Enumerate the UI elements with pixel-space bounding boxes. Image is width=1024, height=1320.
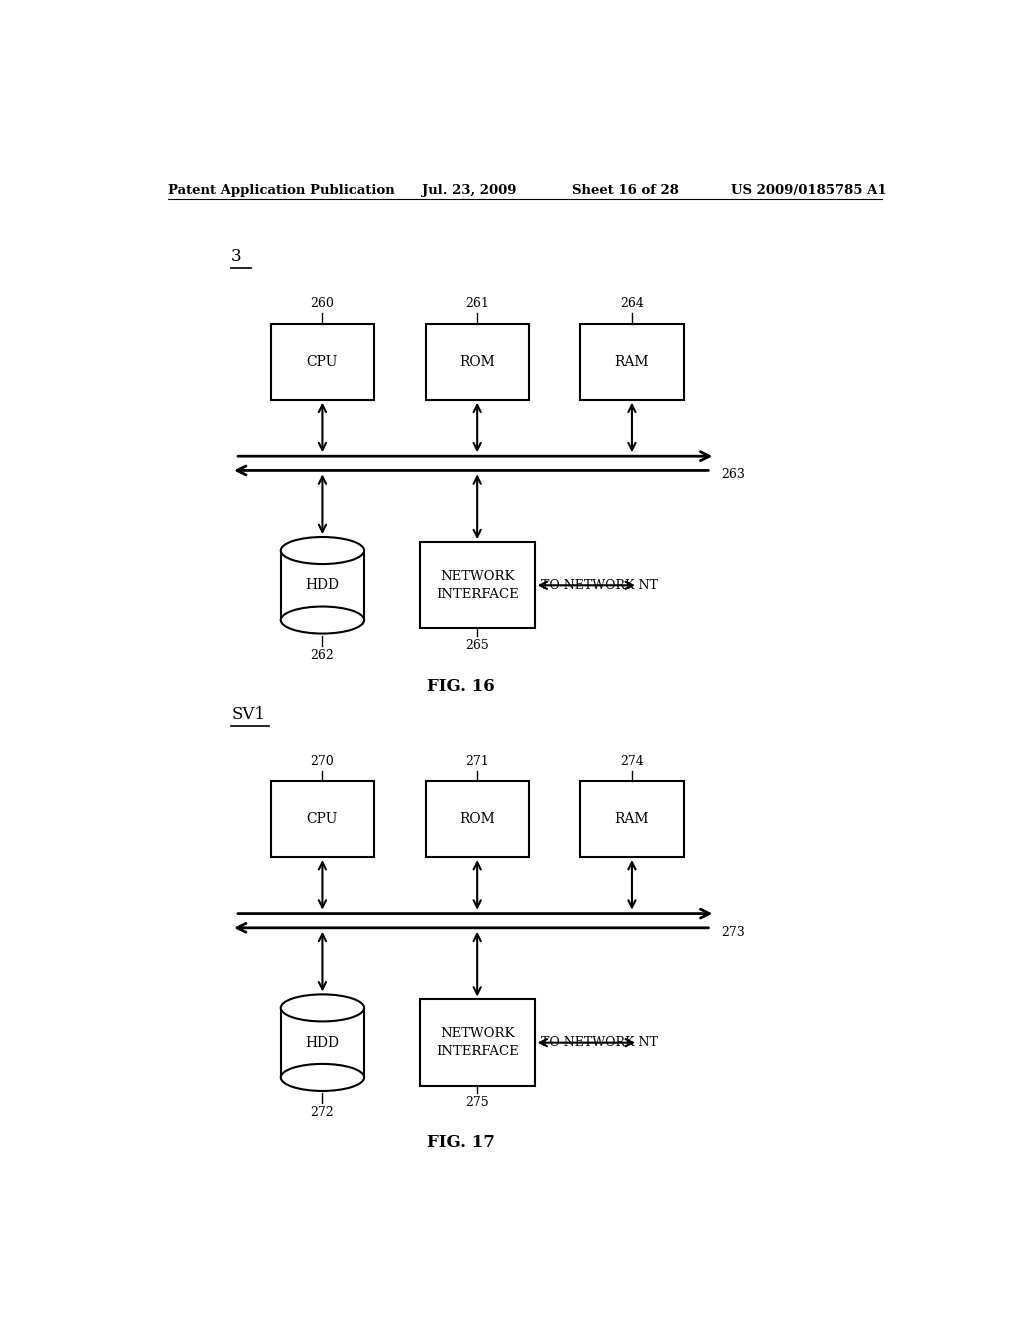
Text: 272: 272 — [310, 1106, 334, 1119]
Text: 262: 262 — [310, 649, 334, 661]
Bar — [420, 999, 535, 1086]
Text: 273: 273 — [722, 925, 745, 939]
Text: HDD: HDD — [305, 578, 339, 593]
Text: TO NETWORK NT: TO NETWORK NT — [541, 578, 658, 591]
Text: TO NETWORK NT: TO NETWORK NT — [541, 1036, 658, 1049]
Text: ROM: ROM — [460, 355, 495, 368]
Text: 261: 261 — [465, 297, 489, 310]
Text: 274: 274 — [621, 755, 644, 768]
Ellipse shape — [281, 1064, 365, 1090]
Bar — [581, 323, 684, 400]
Ellipse shape — [281, 537, 365, 564]
Bar — [581, 781, 684, 857]
Text: RAM: RAM — [614, 355, 649, 368]
Text: RAM: RAM — [614, 812, 649, 826]
Bar — [270, 781, 374, 857]
Text: 264: 264 — [620, 297, 644, 310]
Text: US 2009/0185785 A1: US 2009/0185785 A1 — [731, 183, 887, 197]
Text: FIG. 16: FIG. 16 — [427, 678, 496, 696]
Text: 263: 263 — [722, 469, 745, 482]
Text: Sheet 16 of 28: Sheet 16 of 28 — [572, 183, 679, 197]
Text: ROM: ROM — [460, 812, 495, 826]
Text: NETWORK
INTERFACE: NETWORK INTERFACE — [436, 1027, 518, 1059]
Text: 270: 270 — [310, 755, 334, 768]
Text: NETWORK
INTERFACE: NETWORK INTERFACE — [436, 570, 518, 601]
Ellipse shape — [281, 994, 365, 1022]
Text: Jul. 23, 2009: Jul. 23, 2009 — [422, 183, 516, 197]
Text: HDD: HDD — [305, 1036, 339, 1049]
Text: FIG. 17: FIG. 17 — [427, 1134, 496, 1151]
Text: CPU: CPU — [307, 812, 338, 826]
Bar — [426, 323, 528, 400]
Text: 271: 271 — [465, 755, 489, 768]
Text: 265: 265 — [465, 639, 489, 652]
Bar — [420, 543, 535, 628]
Bar — [426, 781, 528, 857]
Text: 275: 275 — [465, 1096, 489, 1109]
Text: Patent Application Publication: Patent Application Publication — [168, 183, 394, 197]
Text: 260: 260 — [310, 297, 335, 310]
Text: SV1: SV1 — [231, 705, 265, 722]
Text: CPU: CPU — [307, 355, 338, 368]
Text: 3: 3 — [231, 248, 242, 265]
Bar — [270, 323, 374, 400]
Ellipse shape — [281, 606, 365, 634]
